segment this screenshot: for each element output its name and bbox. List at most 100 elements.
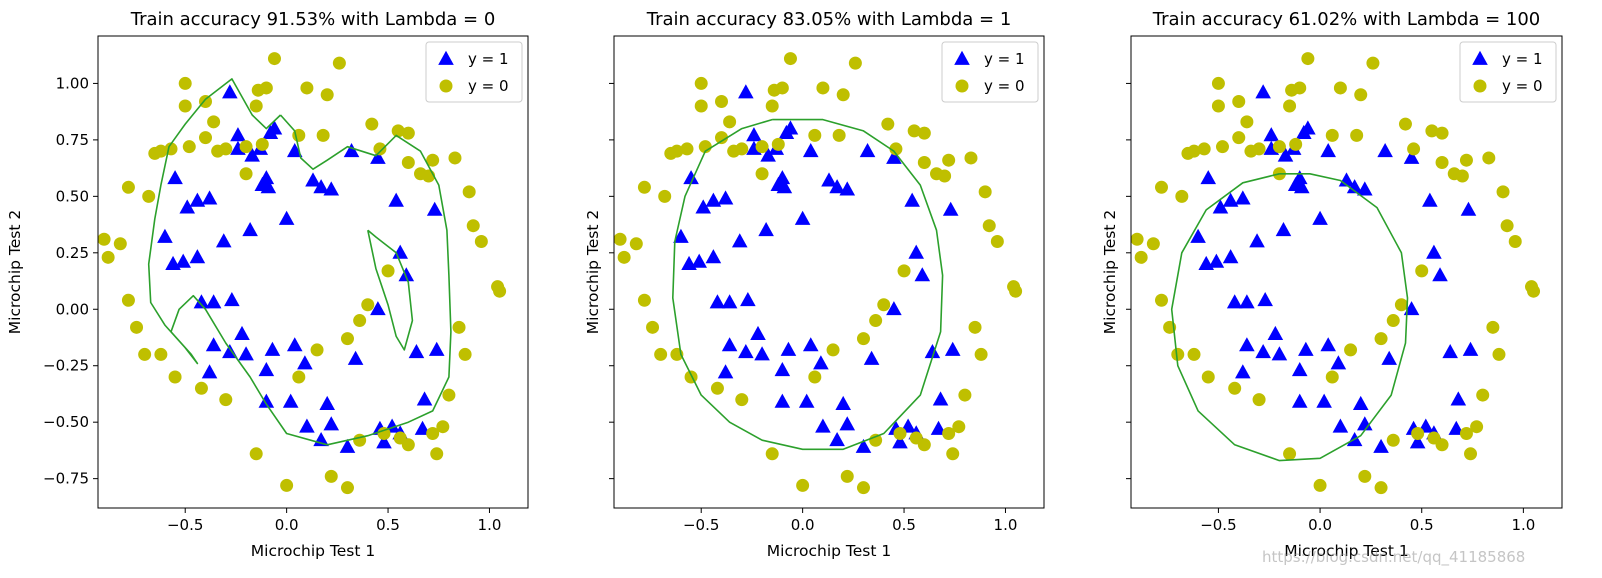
point-negative <box>654 347 668 361</box>
point-negative <box>1492 347 1506 361</box>
point-negative <box>1211 76 1225 90</box>
legend-marker-negative <box>439 79 453 93</box>
point-negative <box>1455 169 1469 183</box>
point-negative <box>1146 237 1160 251</box>
point-negative <box>1154 293 1168 307</box>
point-positive <box>376 434 392 449</box>
point-positive <box>1346 179 1363 194</box>
point-negative <box>775 81 789 95</box>
point-negative <box>249 99 263 113</box>
point-negative <box>1187 347 1201 361</box>
point-negative <box>907 124 921 138</box>
point-negative <box>142 189 156 203</box>
point-positive <box>705 192 722 207</box>
point-negative <box>255 137 269 151</box>
point-positive <box>258 393 275 408</box>
point-positive <box>942 201 959 216</box>
y-tick-label: 0.50 <box>56 187 89 205</box>
point-negative <box>1134 250 1148 264</box>
point-negative <box>869 314 883 328</box>
point-negative <box>280 478 294 492</box>
point-positive <box>286 337 303 352</box>
point-positive <box>1298 341 1314 356</box>
chart-title: Train accuracy 91.53% with Lambda = 0 <box>130 9 496 30</box>
point-negative <box>893 426 907 440</box>
point-positive <box>1316 393 1332 408</box>
point-negative <box>249 447 263 461</box>
point-positive <box>932 391 949 406</box>
series-negative <box>613 52 1023 495</box>
point-negative <box>474 235 488 249</box>
point-positive <box>705 249 722 264</box>
point-negative <box>1289 137 1303 151</box>
point-positive <box>691 253 707 268</box>
legend-label-negative: y = 0 <box>1502 77 1543 95</box>
point-positive <box>930 420 947 435</box>
point-positive <box>709 294 726 309</box>
point-positive <box>717 364 734 379</box>
point-negative <box>694 76 708 90</box>
point-positive <box>347 350 364 365</box>
point-positive <box>859 142 876 158</box>
point-negative <box>340 481 354 495</box>
point-negative <box>391 124 405 138</box>
legend: y = 1 y = 0 <box>1459 41 1557 103</box>
point-negative <box>1486 320 1500 334</box>
point-negative <box>1354 88 1368 102</box>
point-positive <box>1212 199 1229 214</box>
point-positive <box>774 393 791 408</box>
point-positive <box>815 418 831 433</box>
point-positive <box>774 170 791 185</box>
point-negative <box>452 320 466 334</box>
point-positive <box>673 228 689 243</box>
point-positive <box>258 362 275 377</box>
point-positive <box>313 179 329 194</box>
point-negative <box>211 144 225 158</box>
point-positive <box>813 355 829 370</box>
point-positive <box>886 149 902 164</box>
point-positive <box>1462 341 1479 356</box>
point-negative <box>1407 142 1421 156</box>
point-negative <box>1425 124 1439 138</box>
point-negative <box>401 126 415 140</box>
chart-panel-1: −0.5 0.0 0.5 1.0 −0.75 −0.50 −0.25 0.00 0.25 0.50… <box>6 9 529 560</box>
point-negative <box>436 420 450 434</box>
point-positive <box>829 179 845 194</box>
point-negative <box>978 185 992 199</box>
point-positive <box>683 170 699 185</box>
point-negative <box>646 320 660 334</box>
point-positive <box>782 120 799 135</box>
point-positive <box>189 192 206 207</box>
point-positive <box>754 346 770 361</box>
point-positive <box>855 438 872 453</box>
point-positive <box>1450 391 1467 406</box>
point-positive <box>829 432 845 447</box>
x-tick-label: 0.0 <box>791 516 815 534</box>
plot-frame <box>97 35 529 509</box>
point-negative <box>1350 128 1364 142</box>
point-positive <box>339 438 356 453</box>
point-positive <box>835 395 851 411</box>
point-negative <box>239 167 253 181</box>
legend-marker-positive <box>954 50 970 65</box>
point-negative <box>617 250 631 264</box>
point-positive <box>1332 418 1349 433</box>
point-negative <box>897 264 911 278</box>
point-negative <box>1374 332 1388 346</box>
point-negative <box>942 153 956 167</box>
point-positive <box>215 233 232 248</box>
x-tick-label: −0.5 <box>683 516 719 534</box>
point-positive <box>760 147 776 162</box>
point-positive <box>282 393 299 408</box>
point-positive <box>1277 147 1294 162</box>
point-negative <box>796 478 810 492</box>
point-positive <box>738 84 754 99</box>
point-negative <box>613 232 627 246</box>
point-negative <box>332 56 346 70</box>
point-positive <box>1235 364 1251 379</box>
y-tick-label: 0.00 <box>56 300 89 318</box>
point-negative <box>964 151 978 165</box>
point-negative <box>1301 52 1315 66</box>
point-negative <box>1009 284 1023 298</box>
point-negative <box>637 180 651 194</box>
